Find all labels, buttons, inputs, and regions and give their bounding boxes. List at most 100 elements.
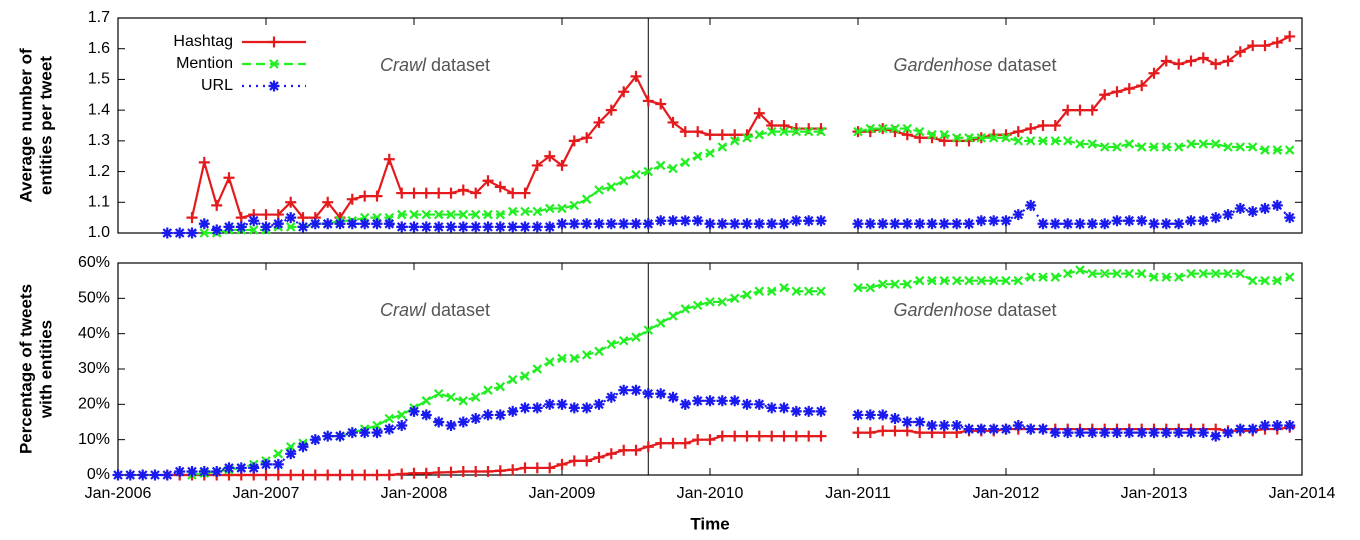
data-point: [1025, 123, 1037, 135]
data-point: [322, 196, 334, 208]
data-point: [975, 215, 987, 227]
data-point: [655, 98, 667, 110]
data-point: [766, 286, 777, 297]
data-point: [1234, 46, 1246, 58]
y-axis-label: Percentage of tweets: [16, 284, 35, 454]
data-point: [1136, 427, 1148, 439]
data-point: [309, 218, 321, 230]
data-point: [457, 221, 469, 233]
data-point: [556, 398, 568, 410]
legend-marker: [269, 59, 279, 69]
y-tick-label: 20%: [78, 396, 110, 413]
data-point: [606, 182, 617, 192]
data-point: [1001, 133, 1011, 143]
data-point: [692, 434, 704, 446]
data-point: [938, 420, 950, 432]
data-point: [753, 430, 765, 442]
data-point: [1086, 218, 1098, 230]
data-point: [556, 159, 568, 171]
data-point: [273, 449, 284, 459]
data-point: [581, 350, 592, 360]
data-point: [630, 444, 642, 456]
data-point: [926, 420, 938, 432]
data-point: [272, 218, 284, 230]
data-point: [816, 126, 826, 137]
data-point: [964, 133, 974, 143]
data-point: [964, 275, 974, 286]
data-point: [322, 218, 334, 230]
data-point: [642, 95, 654, 107]
data-point: [581, 218, 593, 230]
data-point: [396, 209, 407, 220]
data-point: [1148, 67, 1160, 79]
data-point: [420, 187, 432, 199]
data-point: [754, 129, 765, 140]
data-point: [1013, 136, 1024, 146]
data-point: [852, 218, 864, 230]
data-point: [1272, 145, 1283, 155]
data-point: [568, 455, 580, 467]
y-tick-label: 30%: [78, 360, 110, 377]
legend-label: Mention: [176, 55, 233, 72]
data-point: [1198, 268, 1209, 279]
data-point: [1087, 268, 1098, 279]
data-point: [679, 398, 691, 410]
data-point: [1111, 427, 1123, 439]
data-point: [1124, 139, 1135, 149]
data-point: [1148, 218, 1160, 230]
y-tick-label: 1.0: [88, 224, 110, 241]
data-point: [864, 218, 876, 230]
data-point: [556, 218, 568, 230]
data-point: [420, 467, 432, 479]
data-point: [1260, 275, 1270, 286]
y-tick-label: 1.4: [88, 101, 110, 118]
data-point: [1012, 420, 1024, 432]
data-point: [1234, 202, 1246, 214]
data-point: [186, 227, 198, 239]
data-point: [124, 469, 136, 481]
y-tick-label: 1.6: [88, 40, 110, 57]
x-tick-label: Jan-2008: [381, 485, 448, 502]
y-tick-label: 1.1: [88, 194, 110, 211]
data-point: [285, 212, 297, 224]
data-point: [791, 286, 802, 297]
data-point: [1013, 275, 1024, 286]
data-point: [260, 469, 272, 481]
data-point: [778, 402, 790, 414]
y-axis-label: Average number of: [16, 48, 35, 203]
data-point: [1037, 218, 1049, 230]
data-point: [716, 129, 728, 141]
data-point: [1197, 427, 1209, 439]
data-point: [939, 129, 950, 140]
data-point: [470, 221, 482, 233]
data-point: [1037, 423, 1049, 435]
legend-label: URL: [201, 77, 233, 94]
data-point: [494, 181, 506, 193]
data-point: [605, 218, 617, 230]
data-point: [1271, 420, 1283, 432]
data-point: [446, 209, 456, 220]
data-point: [557, 353, 567, 364]
data-point: [803, 405, 815, 417]
data-point: [1197, 215, 1209, 227]
data-point: [1049, 120, 1061, 131]
data-point: [211, 224, 223, 236]
data-point: [667, 391, 679, 403]
data-point: [1037, 120, 1049, 131]
y-tick-label: 10%: [78, 431, 110, 448]
data-point: [852, 409, 864, 421]
data-point: [667, 116, 679, 128]
data-point: [988, 215, 1000, 227]
data-point: [1284, 30, 1296, 42]
data-point: [483, 209, 493, 220]
data-point: [655, 437, 667, 449]
data-point: [1050, 272, 1061, 282]
data-point: [272, 458, 284, 470]
data-point: [729, 136, 740, 146]
annotation-emph: Gardenhose: [893, 55, 992, 75]
data-point: [1247, 423, 1259, 435]
data-point: [186, 212, 198, 224]
data-point: [914, 126, 925, 137]
data-point: [778, 218, 790, 230]
data-point: [1149, 142, 1159, 152]
